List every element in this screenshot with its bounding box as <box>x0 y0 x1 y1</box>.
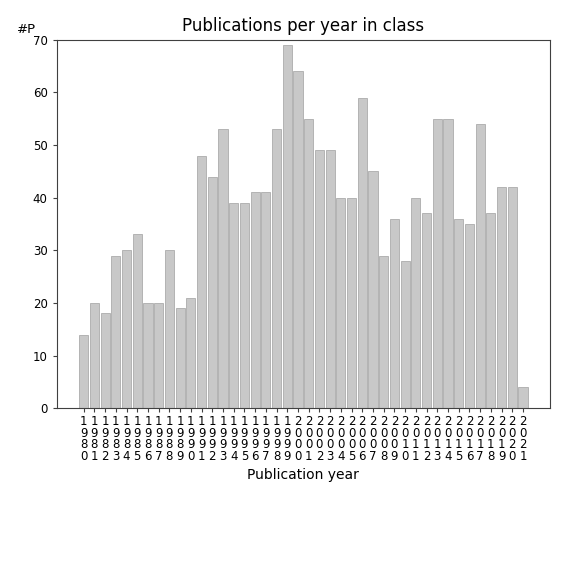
Bar <box>187 298 196 408</box>
Bar <box>100 314 109 408</box>
Bar <box>358 98 367 408</box>
X-axis label: Publication year: Publication year <box>247 468 359 483</box>
Bar <box>122 250 131 408</box>
Bar <box>347 198 356 408</box>
Bar <box>454 219 463 408</box>
Bar <box>411 198 420 408</box>
Bar <box>497 187 506 408</box>
Bar <box>369 171 378 408</box>
Bar <box>90 303 99 408</box>
Bar <box>229 203 238 408</box>
Bar <box>476 124 485 408</box>
Bar <box>261 192 270 408</box>
Bar <box>390 219 399 408</box>
Bar <box>443 119 452 408</box>
Bar <box>433 119 442 408</box>
Bar <box>315 150 324 408</box>
Bar <box>272 129 281 408</box>
Bar <box>111 256 120 408</box>
Bar <box>79 335 88 408</box>
Bar <box>507 187 517 408</box>
Bar <box>176 308 185 408</box>
Bar <box>154 303 163 408</box>
Bar <box>518 387 527 408</box>
Bar <box>465 224 474 408</box>
Bar <box>165 250 174 408</box>
Bar <box>218 129 227 408</box>
Bar <box>304 119 313 408</box>
Bar <box>240 203 249 408</box>
Bar <box>486 213 496 408</box>
Bar <box>143 303 153 408</box>
Bar <box>336 198 345 408</box>
Text: #P: #P <box>17 23 36 36</box>
Bar <box>294 71 303 408</box>
Bar <box>422 213 431 408</box>
Bar <box>379 256 388 408</box>
Bar <box>208 176 217 408</box>
Bar <box>325 150 335 408</box>
Bar <box>401 261 410 408</box>
Bar <box>197 155 206 408</box>
Bar <box>251 192 260 408</box>
Bar <box>133 235 142 408</box>
Bar <box>283 45 292 408</box>
Title: Publications per year in class: Publications per year in class <box>182 18 425 35</box>
